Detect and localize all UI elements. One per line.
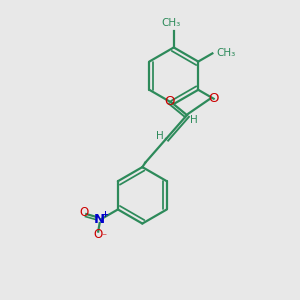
Text: O: O (80, 206, 89, 219)
Text: O: O (164, 95, 174, 108)
Text: N: N (94, 213, 105, 226)
Text: O: O (208, 92, 219, 105)
Text: CH₃: CH₃ (216, 48, 235, 59)
Text: +: + (101, 210, 109, 219)
Text: ⁻: ⁻ (101, 232, 106, 242)
Text: CH₃: CH₃ (162, 17, 181, 28)
Text: H: H (190, 116, 197, 125)
Text: H: H (156, 131, 164, 141)
Text: O: O (94, 228, 103, 241)
